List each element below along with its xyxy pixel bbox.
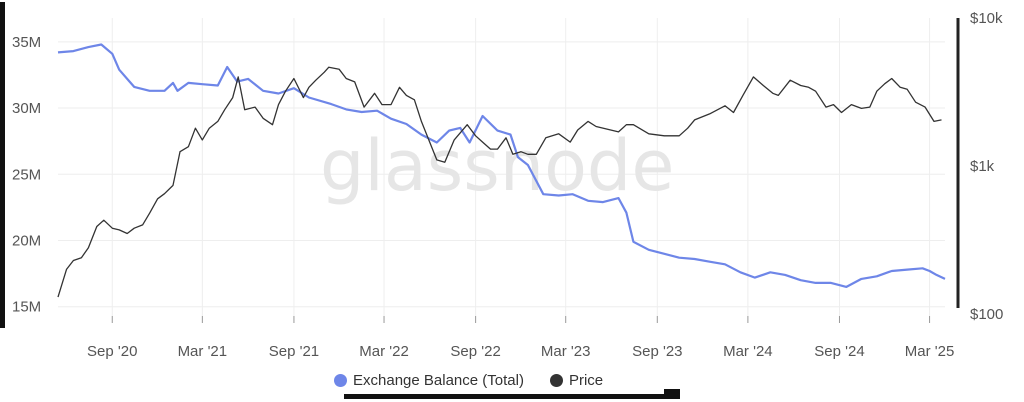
x-tick-label: Sep '22	[450, 343, 500, 360]
legend-item-price[interactable]: Price	[549, 372, 604, 389]
y-left-tick-label: 35M	[12, 34, 41, 51]
legend-item-balance[interactable]: Exchange Balance (Total)	[334, 372, 524, 389]
underline-tab	[664, 389, 680, 399]
grid-lines	[58, 18, 945, 316]
x-tick-label: Sep '20	[87, 343, 137, 360]
right-axis-ticks: $10k $1k $100	[970, 10, 1003, 323]
price-swatch-icon	[549, 374, 563, 387]
y-left-tick-label: 25M	[12, 166, 41, 183]
x-tick-label: Mar '22	[359, 343, 409, 360]
left-axis-ticks: 35M 30M 25M 20M 15M	[12, 34, 41, 316]
chart-canvas: glassnode 35M 30M 25M 20M 15M $10k $1k $100 Se…	[12, 10, 1003, 360]
x-tick-label: Mar '25	[905, 343, 955, 360]
y-right-tick-label: $100	[970, 306, 1003, 323]
series-lines	[57, 43, 946, 298]
x-axis-ticks: Sep '20 Mar '21 Sep '21 Mar '22 Sep '22 Mar '…	[87, 316, 954, 360]
x-tick-label: Mar '21	[178, 343, 228, 360]
legend: Exchange Balance (Total) Price	[334, 372, 603, 389]
underline-bar	[344, 394, 680, 399]
x-tick-label: Mar '24	[723, 343, 773, 360]
series-line-price	[57, 66, 942, 298]
legend-label-price: Price	[568, 372, 604, 389]
y-left-tick-label: 20M	[12, 233, 41, 250]
legend-label-balance: Exchange Balance (Total)	[353, 372, 524, 389]
y-right-tick-label: $1k	[970, 158, 995, 175]
x-tick-label: Mar '23	[541, 343, 591, 360]
y-right-tick-label: $10k	[970, 10, 1003, 27]
y-left-tick-label: 30M	[12, 100, 41, 117]
crop-edge-bar	[0, 2, 5, 328]
x-tick-label: Sep '21	[269, 343, 319, 360]
x-tick-label: Sep '24	[814, 343, 864, 360]
series-line-exchange-balance	[57, 43, 946, 288]
balance-swatch-icon	[334, 374, 347, 387]
x-tick-label: Sep '23	[632, 343, 682, 360]
watermark-text: glassnode	[320, 125, 674, 207]
y-left-tick-label: 15M	[12, 299, 41, 316]
